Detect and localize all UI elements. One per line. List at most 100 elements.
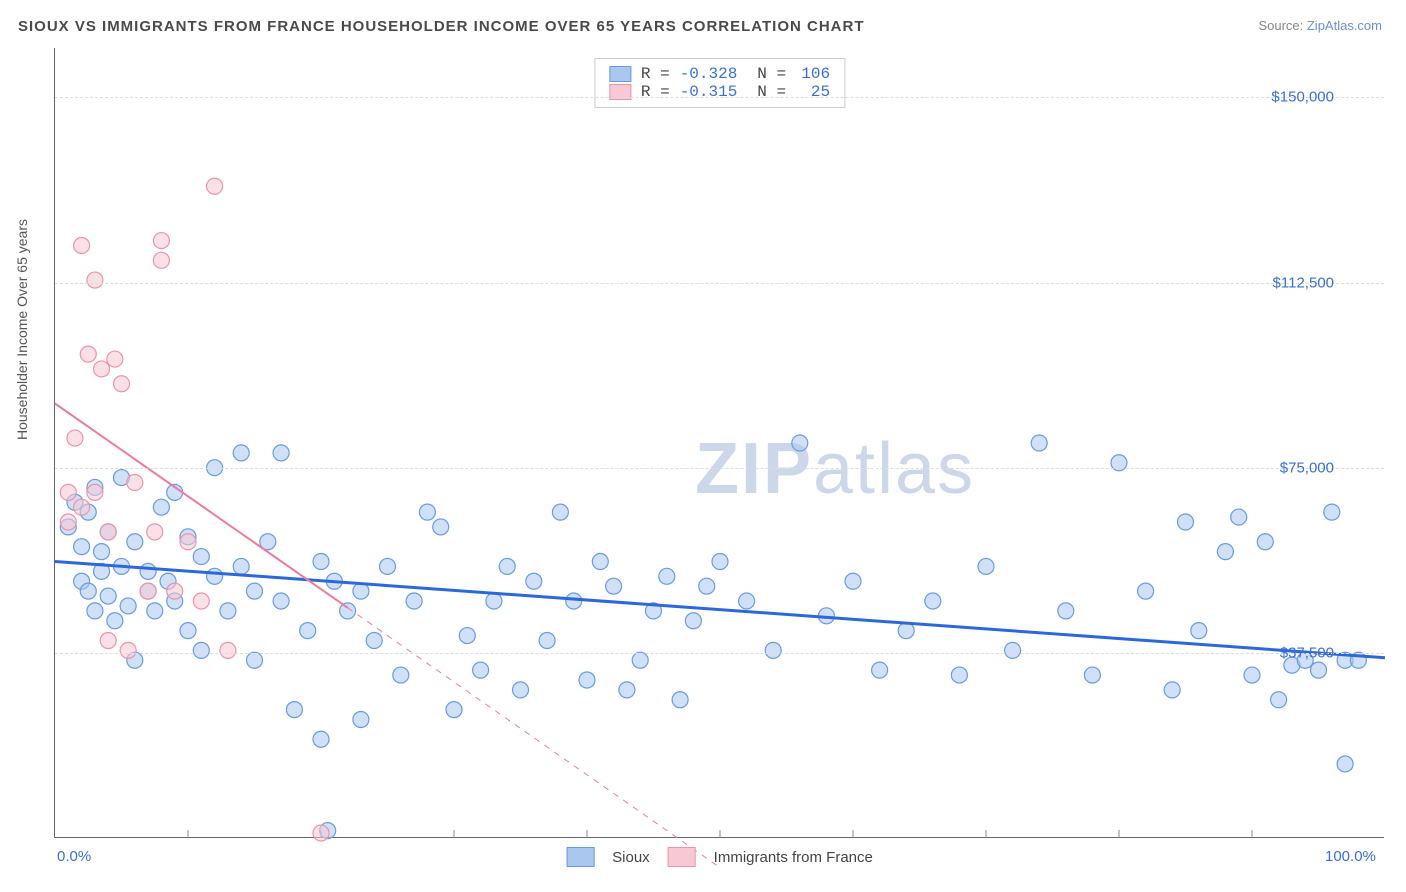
data-point xyxy=(94,361,110,377)
data-point xyxy=(619,682,635,698)
data-point xyxy=(120,642,136,658)
data-point xyxy=(393,667,409,683)
data-point xyxy=(313,731,329,747)
data-point xyxy=(1324,504,1340,520)
trend-line xyxy=(55,562,1385,658)
data-point xyxy=(1311,662,1327,678)
data-point xyxy=(951,667,967,683)
data-point xyxy=(685,613,701,629)
data-point xyxy=(925,593,941,609)
data-point xyxy=(233,445,249,461)
data-point xyxy=(765,642,781,658)
stats-row: R =-0.328N =106 xyxy=(609,65,830,83)
data-point xyxy=(792,435,808,451)
data-point xyxy=(380,558,396,574)
data-point xyxy=(353,712,369,728)
stats-box: R =-0.328N =106R =-0.315N =25 xyxy=(594,58,845,108)
data-point xyxy=(366,633,382,649)
data-point xyxy=(1337,756,1353,772)
data-point xyxy=(220,603,236,619)
gridline-h xyxy=(55,97,1384,98)
data-point xyxy=(739,593,755,609)
data-point xyxy=(193,549,209,565)
data-point xyxy=(446,702,462,718)
data-point xyxy=(273,593,289,609)
data-point xyxy=(513,682,529,698)
data-point xyxy=(419,504,435,520)
data-point xyxy=(247,652,263,668)
data-point xyxy=(247,583,263,599)
data-point xyxy=(712,554,728,570)
legend-swatch xyxy=(566,847,594,867)
data-point xyxy=(220,642,236,658)
data-point xyxy=(94,544,110,560)
chart-svg xyxy=(55,48,1384,837)
y-tick-label: $112,500 xyxy=(1273,274,1334,291)
gridline-h xyxy=(55,653,1384,654)
gridline-h xyxy=(55,468,1384,469)
data-point xyxy=(539,633,555,649)
data-point xyxy=(1217,544,1233,560)
chart-title: SIOUX VS IMMIGRANTS FROM FRANCE HOUSEHOL… xyxy=(18,18,865,35)
legend-swatch xyxy=(609,66,631,82)
data-point xyxy=(499,558,515,574)
data-point xyxy=(552,504,568,520)
data-point xyxy=(147,603,163,619)
data-point xyxy=(127,475,143,491)
y-axis-label: Householder Income Over 65 years xyxy=(14,219,30,440)
data-point xyxy=(87,272,103,288)
data-point xyxy=(592,554,608,570)
data-point xyxy=(107,613,123,629)
data-point xyxy=(313,825,329,841)
data-point xyxy=(153,252,169,268)
data-point xyxy=(978,558,994,574)
data-point xyxy=(100,524,116,540)
data-point xyxy=(273,445,289,461)
data-point xyxy=(340,603,356,619)
gridline-h xyxy=(55,283,1384,284)
data-point xyxy=(433,519,449,535)
data-point xyxy=(67,430,83,446)
data-point xyxy=(207,178,223,194)
data-point xyxy=(193,642,209,658)
y-tick-label: $37,500 xyxy=(1280,644,1334,661)
data-point xyxy=(107,351,123,367)
source-link[interactable]: ZipAtlas.com xyxy=(1307,18,1382,33)
data-point xyxy=(74,539,90,555)
data-point xyxy=(147,524,163,540)
data-point xyxy=(100,633,116,649)
data-point xyxy=(872,662,888,678)
legend-label: Immigrants from France xyxy=(714,849,873,866)
data-point xyxy=(180,534,196,550)
data-point xyxy=(1164,682,1180,698)
data-point xyxy=(167,583,183,599)
source-prefix: Source: xyxy=(1258,18,1306,33)
data-point xyxy=(526,573,542,589)
data-point xyxy=(659,568,675,584)
data-point xyxy=(1244,667,1260,683)
stats-n-value: 106 xyxy=(796,65,830,83)
data-point xyxy=(114,376,130,392)
data-point xyxy=(80,346,96,362)
legend-label: Sioux xyxy=(612,849,650,866)
data-point xyxy=(632,652,648,668)
data-point xyxy=(1005,642,1021,658)
x-tick-label: 100.0% xyxy=(1325,848,1376,865)
y-tick-label: $75,000 xyxy=(1280,459,1334,476)
trend-line-extrap xyxy=(348,608,720,868)
data-point xyxy=(87,603,103,619)
data-point xyxy=(606,578,622,594)
data-point xyxy=(406,593,422,609)
data-point xyxy=(74,499,90,515)
source-attribution: Source: ZipAtlas.com xyxy=(1258,18,1382,33)
data-point xyxy=(1191,623,1207,639)
data-point xyxy=(1138,583,1154,599)
data-point xyxy=(74,238,90,254)
data-point xyxy=(1257,534,1273,550)
data-point xyxy=(153,233,169,249)
data-point xyxy=(1031,435,1047,451)
plot-area: ZIPatlas R =-0.328N =106R =-0.315N =25 S… xyxy=(54,48,1384,838)
data-point xyxy=(300,623,316,639)
data-point xyxy=(193,593,209,609)
bottom-legend: Sioux Immigrants from France xyxy=(566,847,873,867)
